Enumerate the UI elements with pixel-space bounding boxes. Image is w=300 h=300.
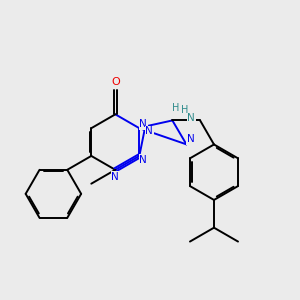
Text: N: N [187,113,195,124]
Text: N: N [146,126,153,136]
Text: N: N [140,119,147,129]
Text: O: O [111,76,120,87]
Text: H: H [172,103,179,112]
Text: N: N [140,155,147,165]
Text: N: N [111,172,119,182]
Text: N: N [187,134,194,144]
Text: H: H [181,104,188,115]
